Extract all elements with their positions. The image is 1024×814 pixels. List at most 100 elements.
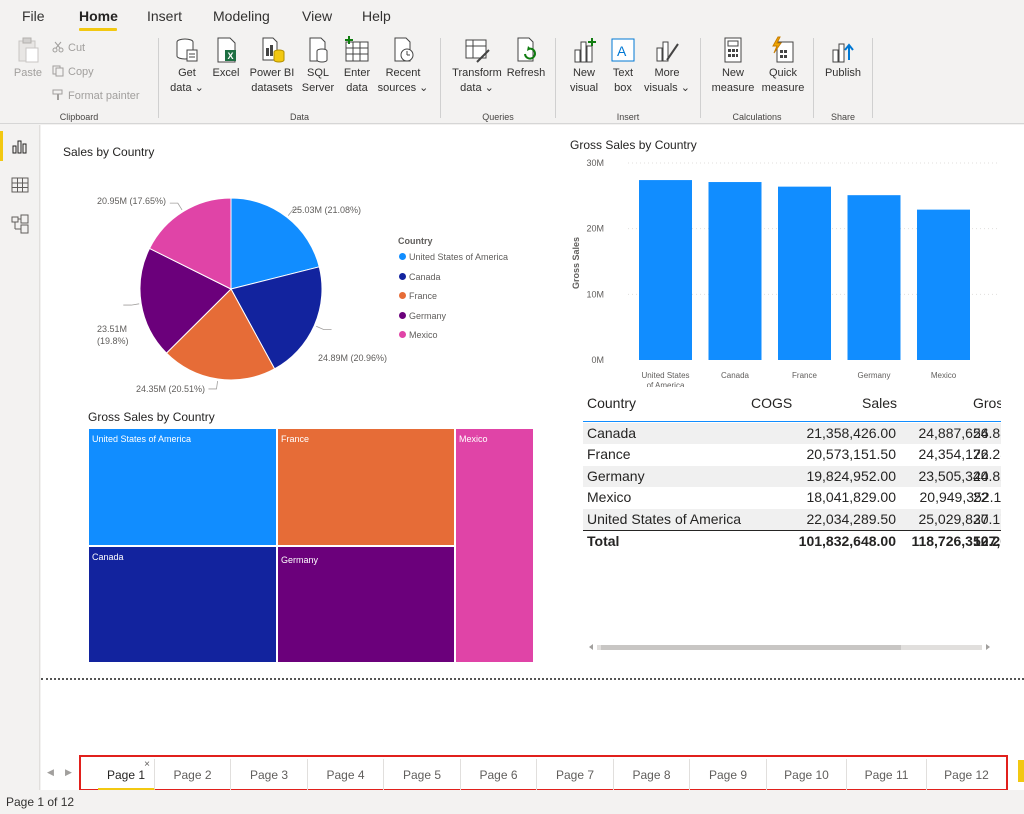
sql-server-button[interactable]: SQL Server <box>301 36 335 96</box>
page-tab-2[interactable]: Page 2 <box>155 759 231 791</box>
page-tab-7[interactable]: Page 7 <box>537 759 614 791</box>
close-tab-icon[interactable]: × <box>144 759 150 770</box>
page-tab-label: Page 5 <box>402 768 442 782</box>
column-header-sales[interactable]: Sales <box>862 395 898 411</box>
legend-item-france[interactable]: France <box>399 291 437 301</box>
column-header-cogs[interactable]: COGS <box>751 395 793 411</box>
scrollbar-thumb[interactable] <box>601 645 901 650</box>
paste-button[interactable]: Paste <box>10 36 46 81</box>
bar-chart-y-tick-label: 10M <box>586 289 604 299</box>
menu-modeling[interactable]: Modeling <box>213 8 270 24</box>
pie-slice-canada[interactable] <box>230 266 323 370</box>
pie-slice-mexico[interactable] <box>148 197 232 290</box>
column-header-gross[interactable]: Gros <box>973 395 1001 411</box>
page-tab-8[interactable]: Page 8 <box>614 759 690 791</box>
refresh-button[interactable]: Refresh <box>505 36 547 81</box>
legend-item-mexico[interactable]: Mexico <box>399 330 438 340</box>
group-separator <box>555 38 556 118</box>
pie-slice-label-germany-line2: (19.8%) <box>97 336 129 346</box>
scroll-right-icon[interactable] <box>984 643 992 651</box>
model-view-icon[interactable] <box>10 214 30 234</box>
page-tab-6[interactable]: Page 6 <box>461 759 537 791</box>
get-data-label-2: data ⌄ <box>170 82 204 94</box>
treemap-label-germany: Germany <box>281 555 319 565</box>
new-visual-button[interactable]: New visual <box>564 36 604 96</box>
get-data-button[interactable]: Get data ⌄ <box>169 36 205 96</box>
legend-item-usa[interactable]: United States of America <box>399 252 508 262</box>
bar-canada[interactable] <box>708 182 762 360</box>
more-visuals-button[interactable]: More visuals ⌄ <box>642 36 692 96</box>
table-row[interactable]: United States of America 22,034,289.50 2… <box>583 509 1001 530</box>
recent-sources-button[interactable]: Recent sources ⌄ <box>377 36 429 96</box>
publish-button[interactable]: Publish <box>822 36 864 81</box>
data-table[interactable]: Country COGS Sales Gros Canada 21,358,42… <box>583 393 1001 563</box>
bar-mexico[interactable] <box>917 209 970 360</box>
page-tab-1[interactable]: Page 1 × <box>98 759 155 791</box>
page-tab-4[interactable]: Page 4 <box>308 759 384 791</box>
power-bi-datasets-button[interactable]: Power BI datasets <box>245 36 299 96</box>
menu-bar: File Home Insert Modeling View Help <box>0 0 1024 32</box>
bar-chart-x-tick-label: Mexico <box>931 371 957 380</box>
new-measure-button[interactable]: New measure <box>709 36 757 96</box>
table-horizontal-scrollbar[interactable] <box>587 643 992 651</box>
bar-united-states-of-america[interactable] <box>639 180 692 360</box>
new-measure-label-1: New <box>721 67 744 79</box>
text-box-button[interactable]: A Text box <box>606 36 640 96</box>
group-separator <box>872 38 873 118</box>
page-tab-9[interactable]: Page 9 <box>690 759 767 791</box>
legend-dot-usa <box>399 253 406 260</box>
treemap-cell-mexico[interactable]: Mexico <box>455 428 534 663</box>
calculator-icon <box>724 37 742 63</box>
treemap-cell-usa[interactable]: United States of America <box>88 428 277 546</box>
menu-view[interactable]: View <box>302 8 333 24</box>
power-bi-datasets-label-2: datasets <box>251 82 293 94</box>
table-row[interactable]: Germany 19,824,952.00 23,505,340.82 24 <box>583 466 1001 487</box>
format-painter-label: Format painter <box>68 90 140 102</box>
transform-data-button[interactable]: Transform data ⌄ <box>449 36 505 96</box>
page-tab-11[interactable]: Page 11 <box>847 759 927 791</box>
treemap-cell-france[interactable]: France <box>277 428 455 546</box>
bar-germany[interactable] <box>847 195 901 360</box>
menu-help[interactable]: Help <box>362 8 391 24</box>
table-row[interactable]: France 20,573,151.50 24,354,172.28 26 <box>583 444 1001 465</box>
page-tab-5[interactable]: Page 5 <box>384 759 461 791</box>
enter-data-button[interactable]: Enter data <box>339 36 375 96</box>
page-tab-3[interactable]: Page 3 <box>231 759 308 791</box>
table-cell: Mexico <box>587 489 632 505</box>
page-tab-10[interactable]: Page 10 <box>767 759 847 791</box>
menu-insert[interactable]: Insert <box>147 8 183 24</box>
menu-file[interactable]: File <box>22 8 45 24</box>
cut-button[interactable]: Cut <box>52 39 85 57</box>
pie-slice-usa[interactable] <box>230 197 320 290</box>
treemap-cell-germany[interactable]: Germany <box>277 546 455 663</box>
sql-server-label-2: Server <box>301 82 335 94</box>
data-view-icon[interactable] <box>10 175 30 195</box>
legend-item-canada[interactable]: Canada <box>399 272 441 282</box>
pie-chart[interactable] <box>80 180 380 400</box>
next-page-arrow-icon[interactable]: ▶ <box>65 767 72 777</box>
bar-france[interactable] <box>778 186 831 360</box>
treemap-label-mexico: Mexico <box>459 434 488 444</box>
previous-page-arrow-icon[interactable]: ◀ <box>47 767 54 777</box>
table-header-divider <box>583 421 1001 422</box>
page-tab-12[interactable]: Page 12 <box>927 759 1006 791</box>
table-row[interactable]: Mexico 18,041,829.00 20,949,352.11 22 <box>583 487 1001 508</box>
pie-slice-france[interactable] <box>165 288 276 381</box>
calculations-group: New measure Quick measure Calculations <box>701 32 813 124</box>
pie-slice-germany[interactable] <box>139 247 232 354</box>
add-page-button[interactable] <box>1018 760 1024 782</box>
scroll-left-icon[interactable] <box>587 643 595 651</box>
legend-dot-mexico <box>399 331 406 338</box>
menu-home[interactable]: Home <box>79 8 118 24</box>
copy-button[interactable]: Copy <box>52 63 94 81</box>
report-view-icon[interactable] <box>10 136 30 156</box>
format-painter-button[interactable]: Format painter <box>52 87 140 105</box>
pie-leader-line-canada <box>316 325 332 330</box>
legend-item-germany[interactable]: Germany <box>399 311 446 321</box>
excel-button[interactable]: X Excel <box>209 36 243 81</box>
treemap-cell-canada[interactable]: Canada <box>88 546 277 663</box>
quick-measure-button[interactable]: Quick measure <box>759 36 807 96</box>
table-row[interactable]: Canada 21,358,426.00 24,887,654.88 26 <box>583 423 1001 444</box>
column-header-country[interactable]: Country <box>587 395 637 411</box>
